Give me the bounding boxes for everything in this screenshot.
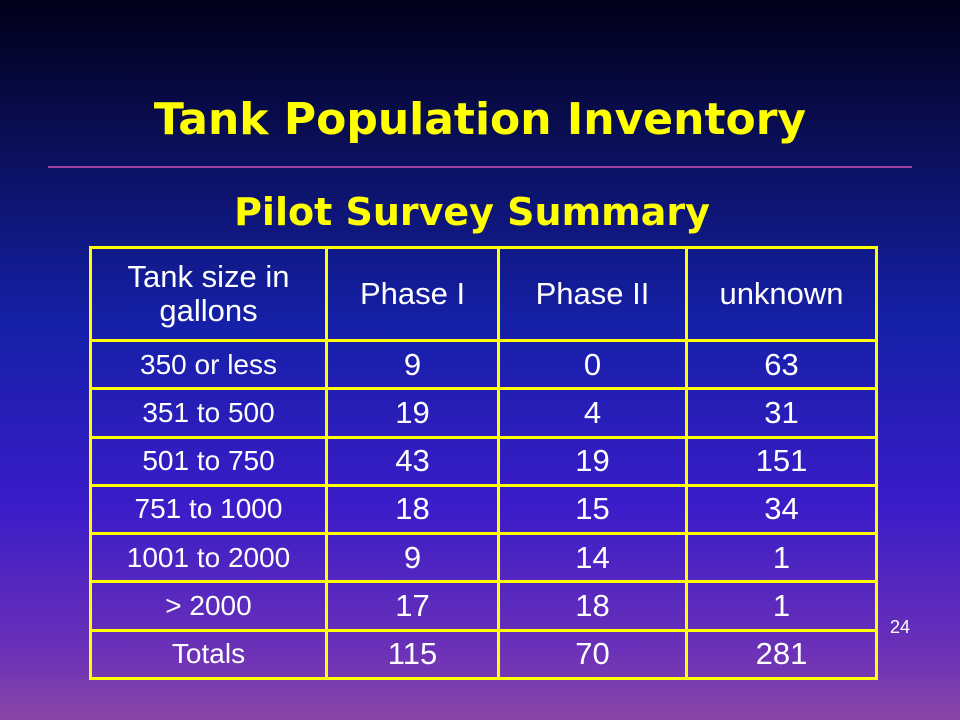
cell-phase-1: 19 [325,387,500,439]
header-phase-2: Phase II [497,246,688,342]
cell-phase-2: 70 [497,628,688,681]
slide-title: Tank Population Inventory [153,94,807,145]
cell-phase-2: 18 [497,580,688,632]
cell-unknown: 31 [685,387,878,439]
row-label: 351 to 500 [89,387,328,439]
table-row: 501 to 750 43 19 151 [89,435,878,487]
row-label: 1001 to 2000 [89,532,328,584]
cell-phase-2: 15 [497,483,688,536]
cell-unknown: 1 [685,532,878,584]
row-label: 501 to 750 [89,435,328,487]
slide-subtitle: Pilot Survey Summary [234,190,710,234]
header-unknown: unknown [685,246,878,342]
table-row: > 2000 17 18 1 [89,580,878,632]
totals-row: Totals 115 70 281 [89,628,878,681]
row-label: Totals [89,628,328,681]
header-phase-1: Phase I [325,246,500,342]
cell-phase-1: 9 [325,532,500,584]
cell-unknown: 34 [685,483,878,536]
slide-number: 24 [889,617,911,637]
table-header-row: Tank size in gallons Phase I Phase II un… [89,246,878,342]
cell-phase-1: 17 [325,580,500,632]
cell-unknown: 281 [685,628,878,681]
cell-phase-2: 4 [497,387,688,439]
header-tank-size: Tank size in gallons [89,246,328,342]
row-label: 751 to 1000 [89,483,328,536]
tank-summary-table: Tank size in gallons Phase I Phase II un… [89,246,878,681]
cell-phase-2: 0 [497,338,688,391]
cell-phase-1: 9 [325,338,500,391]
cell-unknown: 151 [685,435,878,487]
cell-phase-2: 14 [497,532,688,584]
table-row: 351 to 500 19 4 31 [89,387,878,439]
cell-phase-1: 18 [325,483,500,536]
table-row: 1001 to 2000 9 14 1 [89,532,878,584]
cell-unknown: 1 [685,580,878,632]
title-divider [48,166,912,168]
table-row: 751 to 1000 18 15 34 [89,483,878,536]
cell-phase-1: 43 [325,435,500,487]
table-row: 350 or less 9 0 63 [89,338,878,391]
row-label: 350 or less [89,338,328,391]
row-label: > 2000 [89,580,328,632]
cell-unknown: 63 [685,338,878,391]
cell-phase-2: 19 [497,435,688,487]
cell-phase-1: 115 [325,628,500,681]
